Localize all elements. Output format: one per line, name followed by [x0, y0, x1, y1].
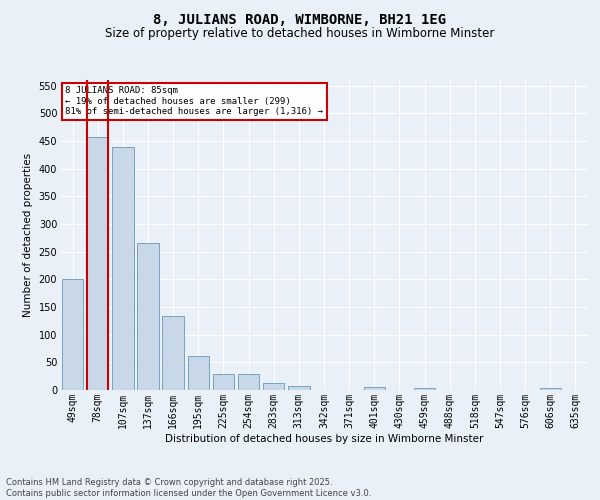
- Bar: [163, 316, 184, 390]
- Bar: [288, 386, 310, 390]
- Bar: [263, 383, 284, 390]
- Bar: [112, 147, 134, 390]
- Bar: [188, 356, 209, 390]
- Bar: [87, 137, 109, 390]
- Y-axis label: Number of detached properties: Number of detached properties: [23, 153, 33, 317]
- Text: 8, JULIANS ROAD, WIMBORNE, BH21 1EG: 8, JULIANS ROAD, WIMBORNE, BH21 1EG: [154, 12, 446, 26]
- Bar: [213, 374, 234, 390]
- Text: 8 JULIANS ROAD: 85sqm
← 19% of detached houses are smaller (299)
81% of semi-det: 8 JULIANS ROAD: 85sqm ← 19% of detached …: [65, 86, 323, 116]
- X-axis label: Distribution of detached houses by size in Wimborne Minster: Distribution of detached houses by size …: [165, 434, 483, 444]
- Bar: [539, 388, 561, 390]
- Bar: [414, 388, 435, 390]
- Text: Contains HM Land Registry data © Crown copyright and database right 2025.
Contai: Contains HM Land Registry data © Crown c…: [6, 478, 371, 498]
- Bar: [364, 386, 385, 390]
- Bar: [62, 278, 83, 390]
- Text: Size of property relative to detached houses in Wimborne Minster: Size of property relative to detached ho…: [106, 28, 494, 40]
- Bar: [238, 374, 259, 390]
- Bar: [137, 244, 158, 390]
